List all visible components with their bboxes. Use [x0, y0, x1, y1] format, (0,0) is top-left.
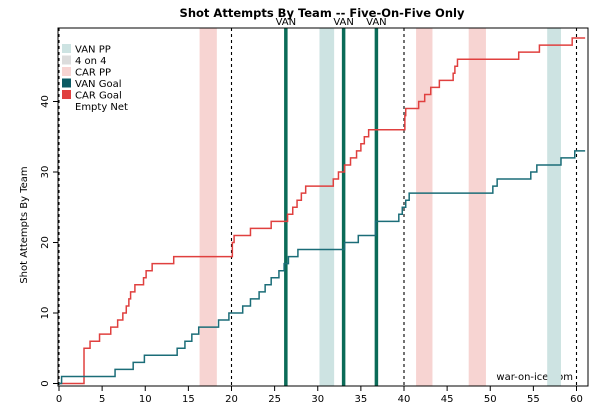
axes: 0 5 10 15 20 25 30 35 40 45 50 55 60 0 10 20 30 40 [40, 27, 589, 405]
goal-label-2: VAN [366, 17, 387, 28]
goal-label-1: VAN [333, 17, 354, 28]
watermark: war-on-ice.com [496, 372, 573, 383]
chart-title: Shot Attempts By Team -- Five-On-Five On… [180, 6, 465, 20]
legend-swatch-1 [62, 55, 71, 65]
x-tick-label-2: 10 [139, 394, 152, 405]
legend-swatch-3 [62, 78, 71, 88]
legend-background [60, 41, 124, 114]
series-lines [59, 37, 586, 385]
legend-label-1: 4 on 4 [75, 56, 107, 67]
x-tick-label-0: 0 [56, 394, 62, 405]
goal-lines: VAN VAN VAN [276, 17, 387, 386]
x-tick-label-9: 45 [441, 394, 454, 405]
goal-label-0: VAN [276, 17, 297, 28]
x-tick-label-8: 40 [398, 394, 411, 405]
legend-swatch-0 [62, 44, 71, 53]
x-tick-label-11: 55 [527, 394, 540, 405]
legend-label-2: CAR PP [75, 68, 111, 79]
band-car-pp-3 [468, 28, 486, 386]
x-tick-label-12: 60 [570, 394, 583, 405]
band-van-pp-4 [547, 28, 561, 386]
x-tick-label-4: 20 [225, 394, 238, 405]
y-tick-label-1: 10 [40, 307, 51, 320]
legend-label-0: VAN PP [75, 45, 111, 56]
plot-frame [57, 27, 589, 387]
y-tick-label-2: 20 [40, 236, 51, 249]
band-van-pp-1 [319, 28, 335, 386]
legend-swatch-4 [62, 90, 71, 99]
x-tick-label-6: 30 [311, 394, 324, 405]
legend-label-5: Empty Net [75, 102, 128, 113]
y-axis-label: Shot Attempts By Team [19, 166, 30, 283]
y-tick-label-3: 30 [40, 166, 51, 179]
series-line-van [59, 150, 586, 385]
legend-label-3: VAN Goal [75, 79, 121, 90]
power-play-bands [199, 28, 561, 386]
band-car-pp-0 [199, 28, 217, 386]
band-car-pp-2 [416, 28, 433, 386]
x-tick-label-7: 35 [355, 394, 368, 405]
series-line-car [59, 37, 586, 385]
y-tick-label-4: 40 [40, 95, 51, 108]
legend-label-4: CAR Goal [75, 91, 122, 102]
y-tick-label-0: 0 [40, 380, 51, 386]
x-tick-label-1: 5 [99, 394, 105, 405]
legend-swatch-2 [62, 67, 71, 76]
x-tick-label-3: 15 [182, 394, 195, 405]
x-tick-label-10: 50 [484, 394, 497, 405]
x-tick-label-5: 25 [268, 394, 281, 405]
